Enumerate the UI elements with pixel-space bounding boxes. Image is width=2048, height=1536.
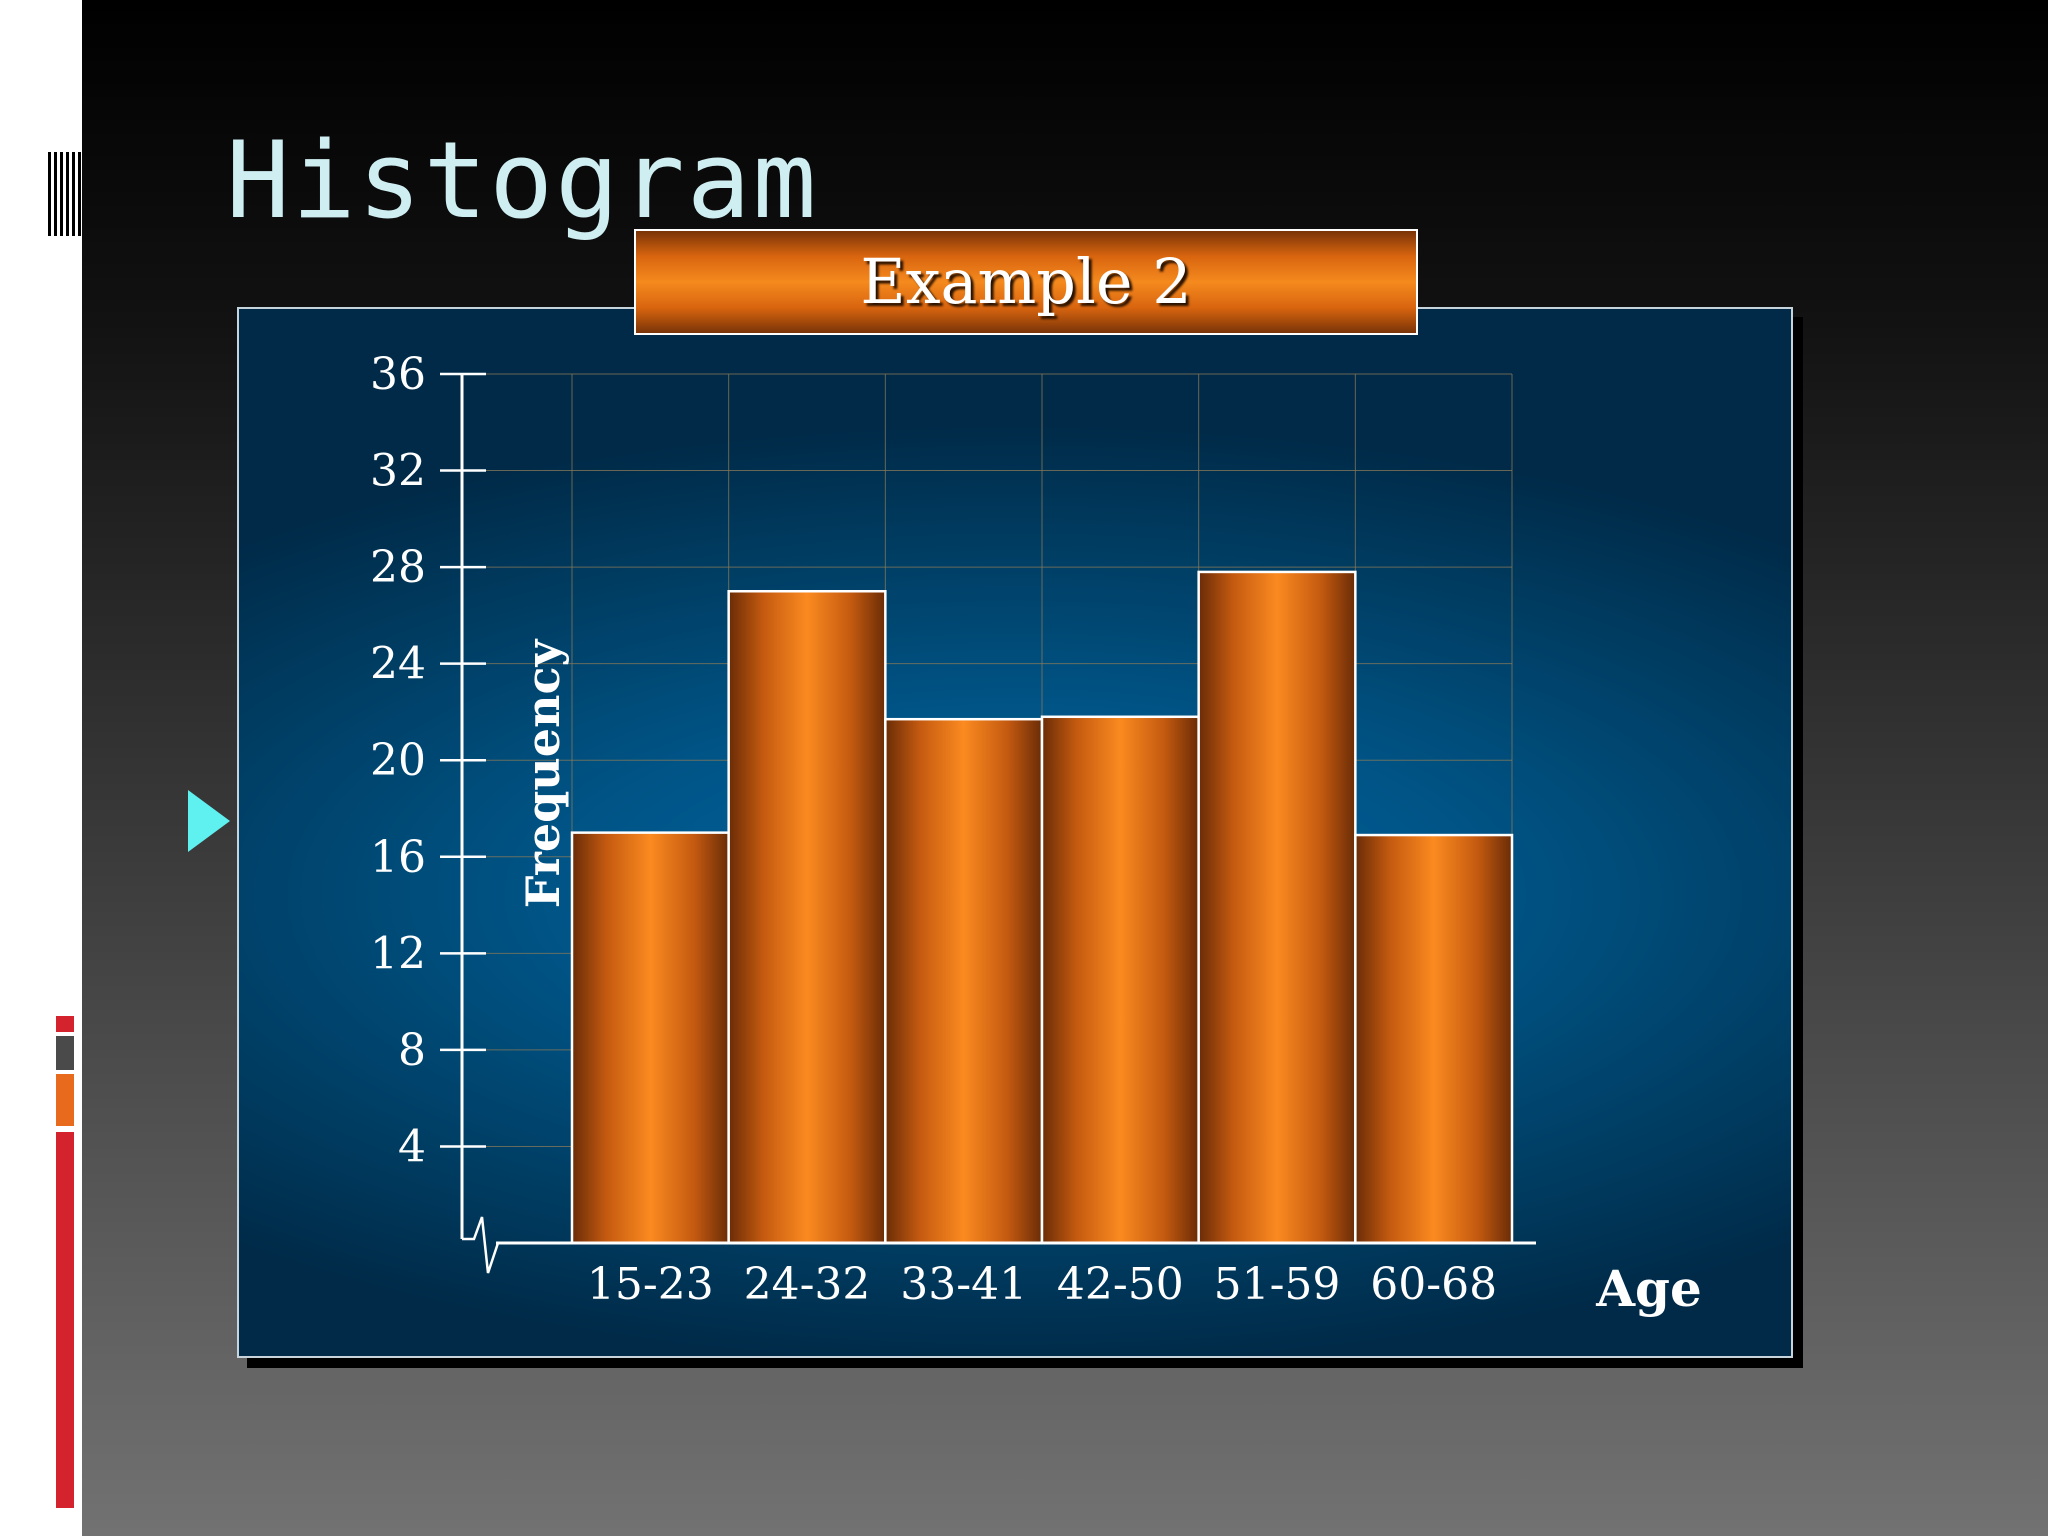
bar [1040,715,1200,1245]
x-category-label: 15-23 [587,1259,714,1310]
y-tick-label: 24 [370,639,426,690]
x-category-label: 42-50 [1057,1259,1184,1310]
chart-panel: 4 8 12 16 20 24 28 32 36 15-23 24-32 33-41 42-50 51-… [237,307,1793,1358]
x-category-label: 24-32 [744,1259,871,1310]
y-axis-title: Frequency [516,639,570,909]
x-category-label: 33-41 [900,1259,1027,1310]
y-tick-label: 4 [398,1121,426,1172]
x-axis-title: Age [1595,1259,1702,1318]
bar [1197,570,1357,1245]
x-category-label: 60-68 [1370,1259,1497,1310]
y-tick-label: 36 [370,349,426,400]
bars [570,570,1514,1245]
bullet-arrow-icon [188,790,230,852]
page-title: Histogram [226,119,819,242]
y-tick-label: 28 [370,542,426,593]
chart-title-banner: Example 2 [634,229,1418,335]
bar [727,590,887,1245]
axes [440,372,1536,1274]
y-tick-label: 32 [370,446,426,497]
bar [570,831,730,1245]
left-decoration-strip [0,0,82,1536]
red-bar [56,1132,74,1508]
y-tick-label: 8 [398,1025,426,1076]
x-category-labels: 15-23 24-32 33-41 42-50 51-59 60-68 [587,1259,1497,1310]
y-tick-label: 20 [370,735,426,786]
red-block [56,1016,74,1032]
y-tick-label: 12 [370,928,426,979]
orange-block [56,1074,74,1126]
bar [884,717,1044,1245]
bar [1354,833,1514,1245]
gray-block [56,1036,74,1070]
y-tick-labels: 4 8 12 16 20 24 28 32 36 [370,349,426,1172]
histogram-chart: 4 8 12 16 20 24 28 32 36 15-23 24-32 33-41 42-50 51-… [370,349,1702,1318]
stripe-pattern [48,152,82,236]
x-category-label: 51-59 [1214,1259,1341,1310]
y-tick-label: 16 [370,832,426,883]
axis-break-mark [462,1216,500,1274]
